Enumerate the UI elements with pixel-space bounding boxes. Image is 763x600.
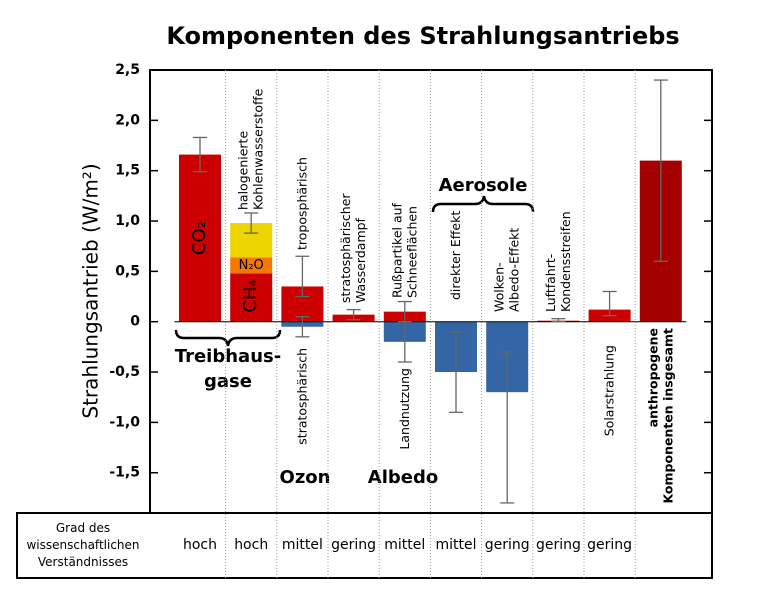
understanding-label: mittel: [282, 537, 323, 553]
y-tick-label: 1,0: [115, 213, 140, 229]
bar-label: stratosphärischerWasserdampf: [338, 193, 368, 303]
bar-label: CH₄: [240, 279, 261, 312]
error-bar: [346, 308, 361, 321]
error-bar: [653, 79, 668, 262]
error-bar: [397, 321, 412, 363]
table-header: Grad des wissenschaftlichen Verständnisses: [26, 521, 139, 569]
bar-label-line: direkter Effekt: [448, 211, 463, 300]
understanding-label: hoch: [234, 537, 268, 553]
y-tick-label: 0: [130, 314, 140, 330]
understanding-label: gering: [587, 537, 632, 553]
understanding-label: mittel: [435, 537, 476, 553]
table-frame: [16, 512, 713, 579]
bar-label-line: Kohlenwasserstoffe: [250, 88, 265, 210]
bar-label-line: troposphärisch: [294, 157, 309, 250]
understanding-label: gering: [536, 537, 581, 553]
y-tick-label: 2,0: [115, 112, 140, 128]
bar-label-line: Luftfahrt-: [542, 254, 557, 312]
bar-label-line: N₂O: [239, 258, 264, 273]
error-bar: [500, 351, 515, 504]
bar-label-line: Albedo-Effekt: [506, 228, 521, 312]
error-bar: [295, 316, 310, 338]
y-tick-label: 1,5: [115, 163, 140, 179]
bar: [230, 257, 273, 274]
bar-label: Wolken-Albedo-Effekt: [491, 228, 521, 312]
understanding-label: gering: [485, 537, 530, 553]
y-tick-label: -1,5: [109, 465, 140, 481]
group-label-line: gase: [204, 371, 252, 392]
bar-label-line: Wolken-: [491, 262, 506, 312]
understanding-label: hoch: [183, 537, 217, 553]
bar-label: Rußpartikel aufSchneeflächen: [389, 202, 419, 298]
group-label: Albedo: [368, 467, 438, 488]
bar-label: Luftfahrt-Kondensstreifen: [542, 211, 572, 312]
y-tick-label: -0,5: [109, 364, 140, 380]
bar-label: anthropogeneKomponenten insgesamt: [645, 328, 675, 504]
bar-label-line: halogenierte: [235, 131, 250, 210]
greenhouse-brace: [174, 329, 282, 347]
bar-label-line: stratosphärisch: [294, 348, 309, 445]
group-label: Aerosole: [439, 175, 528, 196]
bar-label-line: CH₄: [240, 279, 261, 312]
bar: [230, 273, 273, 322]
error-bar: [295, 255, 310, 298]
error-bar: [193, 136, 207, 173]
y-tick-label: 0,5: [115, 263, 140, 279]
y-tick-label: 2,5: [115, 62, 140, 78]
bar-label: troposphärisch: [294, 157, 309, 250]
error-bar: [244, 212, 259, 234]
bar-label-line: anthropogene: [645, 328, 660, 427]
error-bar: [551, 318, 566, 323]
understanding-label: mittel: [384, 537, 425, 553]
group-label-line: Treibhaus-: [175, 346, 281, 367]
error-bar: [602, 290, 617, 317]
table-header-line: Verständnisses: [38, 555, 128, 569]
bar-label-line: CO₂: [189, 221, 210, 255]
bar-label-line: Rußpartikel auf: [389, 202, 404, 298]
bar-label-line: stratosphärischer: [338, 193, 353, 303]
group-label: Ozon: [280, 467, 331, 488]
aerosol-brace: [431, 195, 535, 213]
bar-label-line: Kondensstreifen: [557, 211, 572, 312]
table-header-line: wissenschaftlichen: [26, 538, 139, 552]
bar-label-line: Landnutzung: [396, 368, 411, 450]
bar-label: Solarstrahlung: [601, 345, 616, 436]
error-bar: [449, 331, 463, 413]
chart-title: Komponenten des Strahlungsantriebs: [166, 22, 679, 50]
bar-label-line: Komponenten insgesamt: [660, 328, 675, 504]
bar-label: direkter Effekt: [448, 211, 463, 300]
bar-label: stratosphärisch: [294, 348, 309, 445]
table-header-line: Grad des: [56, 521, 110, 535]
understanding-label: gering: [331, 537, 376, 553]
y-axis-label: Strahlungsantrieb (W/m²): [79, 163, 103, 418]
bar-label-line: Schneeflächen: [404, 206, 419, 298]
bar-label: CO₂: [189, 221, 210, 255]
bar-label: halogenierteKohlenwasserstoffe: [235, 88, 265, 210]
group-label: Treibhaus-gase: [175, 346, 281, 392]
bar-label: N₂O: [239, 258, 264, 273]
y-tick-label: -1,0: [109, 414, 140, 430]
bar-label-line: Wasserdampf: [353, 217, 368, 303]
bar: [179, 154, 221, 322]
bar-label-line: Solarstrahlung: [601, 345, 616, 436]
bar-label: Landnutzung: [396, 368, 411, 450]
